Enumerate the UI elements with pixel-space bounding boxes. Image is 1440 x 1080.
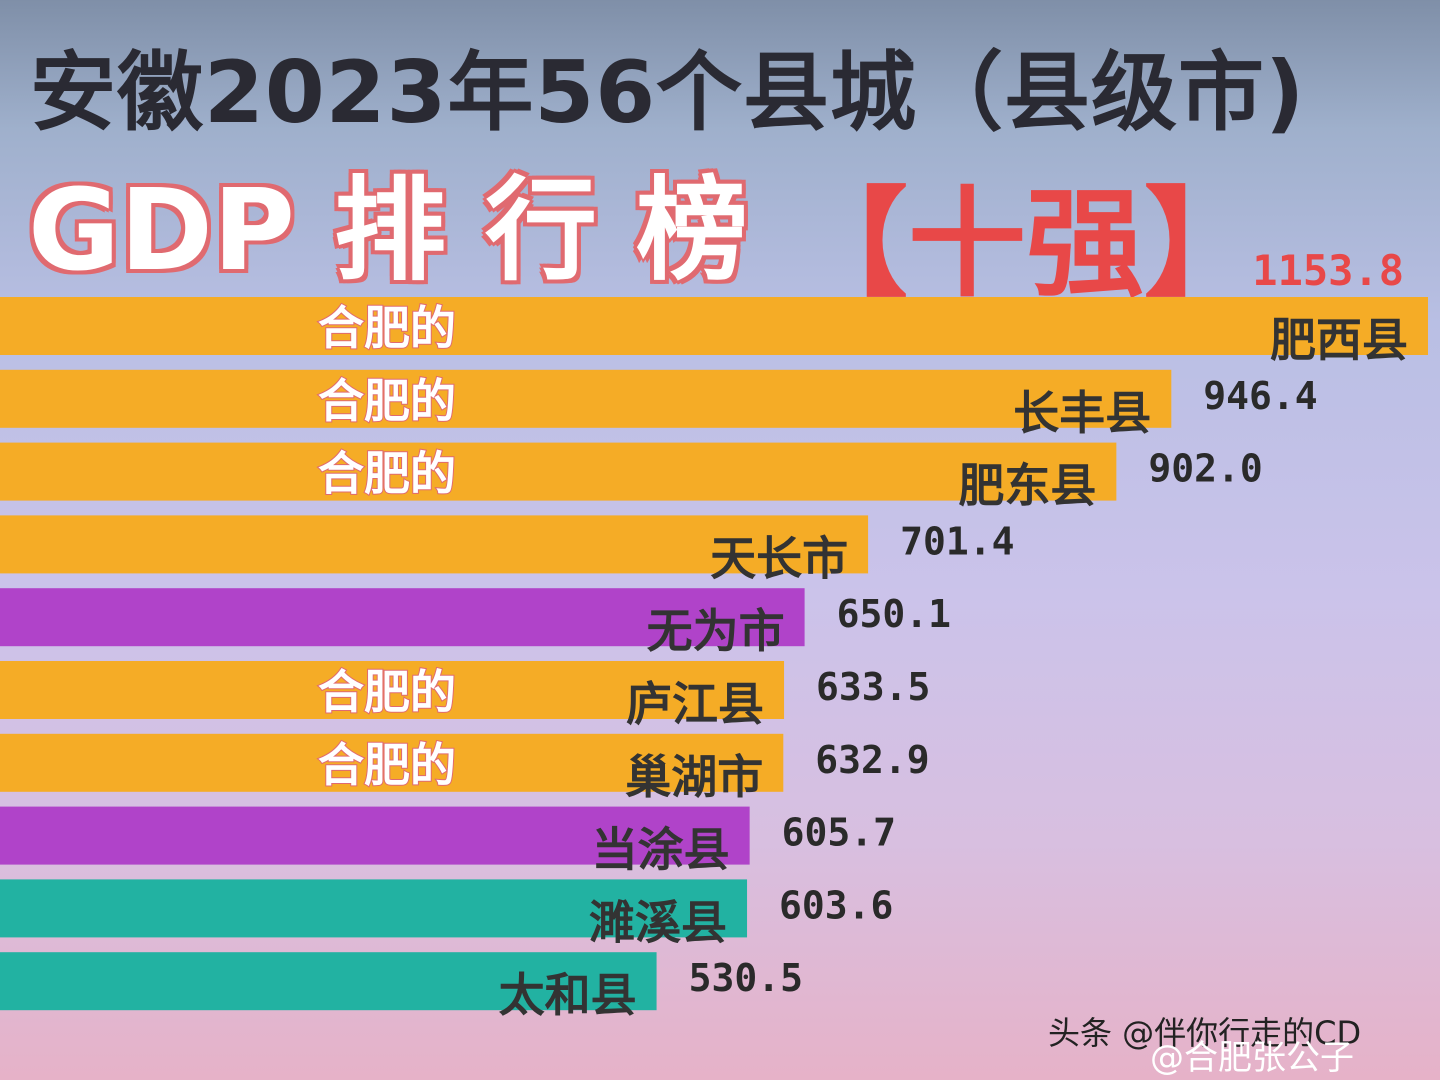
bar-4 xyxy=(0,515,869,574)
bar-prefix-label: 合肥的 xyxy=(318,447,456,501)
watermark-toutiao: 头条 @伴你行走的CD xyxy=(1048,1014,1362,1052)
bar-value-label: 632.9 xyxy=(815,738,929,782)
bar-category-label: 太和县 xyxy=(499,968,637,1022)
bar-category-label: 天长市 xyxy=(710,531,848,585)
bar-category-label: 无为市 xyxy=(647,604,785,658)
bar-5 xyxy=(0,588,805,647)
bar-8 xyxy=(0,806,750,865)
bar-value-label: 701.4 xyxy=(900,519,1014,563)
bar-prefix-label: 合肥的 xyxy=(318,665,456,719)
watermark-weibo: @合肥张公子 xyxy=(1150,1038,1354,1078)
bar-value-label: 902.0 xyxy=(1148,447,1262,491)
chart-title-line2: GDP 排 行 榜 xyxy=(28,166,748,296)
bar-1 xyxy=(0,297,1428,355)
bar-prefix-label: 合肥的 xyxy=(318,301,456,355)
bar-value-label: 1153.8 xyxy=(1252,246,1404,295)
bar-category-label: 肥东县 xyxy=(958,459,1096,513)
chart-title-line3: 【十强】 xyxy=(790,175,1263,313)
chart-title-line1: 安徽2023年56个县城（县级市) xyxy=(30,43,1306,143)
bar-category-label: 肥西县 xyxy=(1270,313,1408,367)
bar-category-label: 长丰县 xyxy=(1013,386,1151,440)
bar-6 xyxy=(0,661,785,719)
bar-9 xyxy=(0,879,748,938)
bar-value-label: 530.5 xyxy=(689,956,803,1000)
bar-category-label: 庐江县 xyxy=(626,677,764,731)
bar-7 xyxy=(0,733,784,792)
bar-prefix-label: 合肥的 xyxy=(318,374,456,428)
bar-category-label: 濉溪县 xyxy=(589,895,727,949)
bar-prefix-label: 合肥的 xyxy=(318,738,456,792)
bar-value-label: 633.5 xyxy=(816,665,930,709)
bar-2 xyxy=(0,369,1172,428)
bar-3 xyxy=(0,442,1117,501)
bar-category-label: 当涂县 xyxy=(592,823,730,877)
bar-value-label: 605.7 xyxy=(782,811,896,855)
bar-value-label: 650.1 xyxy=(837,592,951,636)
bar-10 xyxy=(0,952,657,1011)
bar-value-label: 603.6 xyxy=(779,883,893,927)
bar-category-label: 巢湖市 xyxy=(625,750,763,804)
bar-value-label: 946.4 xyxy=(1203,374,1317,418)
